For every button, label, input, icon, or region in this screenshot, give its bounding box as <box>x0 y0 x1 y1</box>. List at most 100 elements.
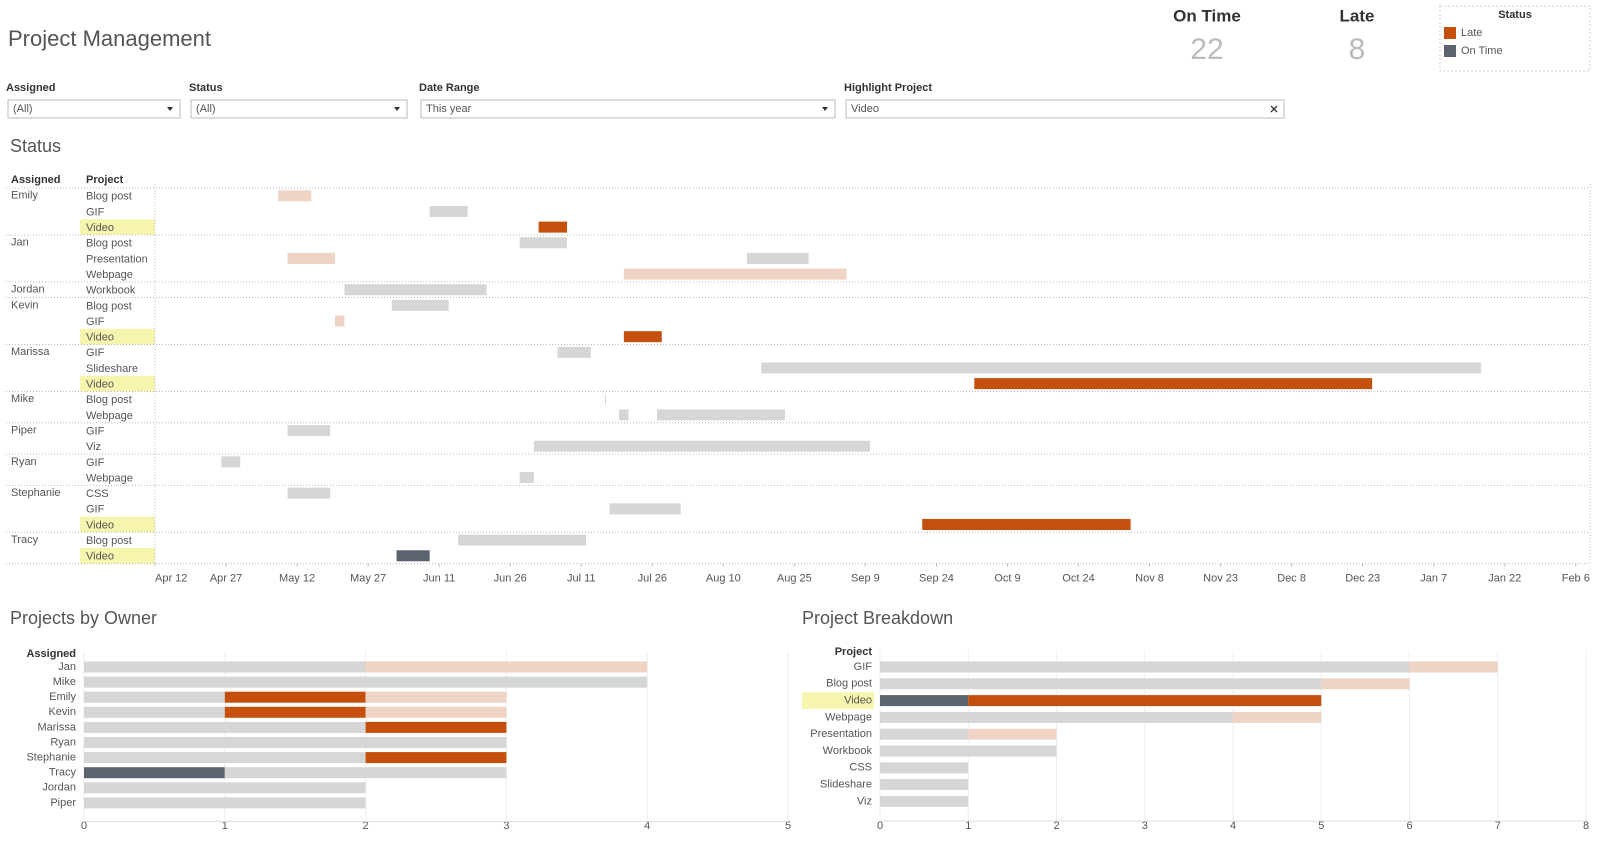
x-tick-label: Nov 8 <box>1135 573 1164 585</box>
bar-segment <box>84 752 366 764</box>
x-tick-label: Jan 22 <box>1488 573 1521 585</box>
axis-title: Assigned <box>26 648 76 660</box>
project-label: Slideshare <box>86 363 138 375</box>
gantt-bar <box>287 425 331 437</box>
x-tick-label: 4 <box>1230 820 1236 832</box>
bar-segment <box>365 721 507 733</box>
bar-segment <box>968 728 1057 740</box>
gantt-bar <box>519 237 568 249</box>
clear-icon[interactable] <box>1270 105 1278 113</box>
project-label: Blog post <box>86 394 132 406</box>
filter-value: This year <box>426 103 472 115</box>
y-tick-label: Marissa <box>37 721 76 733</box>
project-label: Blog post <box>86 191 132 203</box>
bar-segment <box>224 706 366 718</box>
x-tick-label: 5 <box>1318 820 1324 832</box>
gantt-bar <box>278 190 312 202</box>
bar-segment <box>84 797 366 809</box>
gantt-bar <box>344 284 487 296</box>
gantt-bar <box>619 409 629 421</box>
project-label: Video <box>86 222 114 234</box>
bar-segment <box>365 752 507 764</box>
y-tick-label: Workbook <box>823 745 873 757</box>
gantt-bar <box>922 518 1131 530</box>
filter-box[interactable] <box>420 99 836 119</box>
x-tick-label: 2 <box>1053 820 1059 832</box>
gantt-bar <box>761 362 1482 374</box>
bar-segment <box>880 795 969 807</box>
y-tick-label: Blog post <box>826 678 872 690</box>
bar-segment <box>84 782 366 794</box>
x-tick-label: Sep 9 <box>851 573 880 585</box>
project-label: Presentation <box>86 253 148 265</box>
x-tick-label: 1 <box>965 820 971 832</box>
project-label: GIF <box>86 316 105 328</box>
y-tick-label: Mike <box>53 676 76 688</box>
bar-segment <box>84 661 366 673</box>
gantt-bar <box>557 346 591 358</box>
column-header: Project <box>86 174 124 186</box>
filter-value: (All) <box>196 103 216 115</box>
assigned-label: Jan <box>11 237 29 249</box>
project-label: Blog post <box>86 300 132 312</box>
kpi-label: Late <box>1340 6 1375 25</box>
x-tick-label: Feb 6 <box>1562 573 1590 585</box>
legend-box <box>1439 5 1591 72</box>
project-label: Workbook <box>86 285 136 297</box>
highlight-band <box>80 375 155 392</box>
project-label: Blog post <box>86 238 132 250</box>
x-tick-label: 6 <box>1406 820 1412 832</box>
filter-box[interactable] <box>845 99 1285 119</box>
gantt-bar <box>391 299 449 311</box>
dropdown-arrow[interactable] <box>822 107 828 111</box>
filter-box[interactable] <box>7 99 181 119</box>
x-tick-label: Jul 26 <box>638 573 667 585</box>
bar-segment <box>84 691 225 703</box>
legend-swatch <box>1444 27 1456 39</box>
highlight-band <box>80 219 155 235</box>
filter-box[interactable] <box>190 99 408 119</box>
x-tick-label: 8 <box>1583 820 1589 832</box>
highlight-band <box>802 692 874 709</box>
filter-label: Highlight Project <box>844 82 932 94</box>
x-tick-label: Nov 23 <box>1203 573 1238 585</box>
highlight-band <box>80 547 155 564</box>
gantt-bar <box>533 440 871 452</box>
x-tick-label: Jul 11 <box>567 573 596 585</box>
section-title: Project Breakdown <box>802 608 953 628</box>
y-tick-label: Kevin <box>48 706 76 718</box>
assigned-label: Emily <box>11 190 38 202</box>
bar-segment <box>880 762 969 774</box>
bar-segment <box>1233 711 1322 723</box>
x-tick-label: 2 <box>363 820 369 832</box>
y-tick-label: Viz <box>857 795 872 807</box>
bar-segment <box>880 661 1410 673</box>
gantt-bar <box>604 393 606 405</box>
filter-value: Video <box>851 103 879 115</box>
y-tick-label: Tracy <box>49 767 77 779</box>
filter-value: (All) <box>13 103 33 115</box>
x-tick-label: Oct 9 <box>994 573 1020 585</box>
axis-title: Project <box>835 646 873 658</box>
dropdown-arrow[interactable] <box>167 107 173 111</box>
filter-label: Status <box>189 82 223 94</box>
x-tick-label: 0 <box>877 820 883 832</box>
x-tick-label: 7 <box>1495 820 1501 832</box>
y-tick-label: Piper <box>50 797 76 809</box>
x-tick-label: 0 <box>81 820 87 832</box>
gantt-bar <box>519 472 534 484</box>
y-tick-label: Slideshare <box>820 779 872 791</box>
bar-segment <box>968 695 1322 707</box>
dropdown-arrow[interactable] <box>394 107 400 111</box>
column-header: Assigned <box>11 174 61 186</box>
project-label: Video <box>86 551 114 563</box>
project-label: Viz <box>86 441 101 453</box>
gantt-bar <box>746 252 809 264</box>
bar-segment <box>365 661 648 673</box>
y-tick-label: Emily <box>49 691 76 703</box>
x-tick-label: 5 <box>785 820 791 832</box>
x-tick-label: Dec 23 <box>1345 573 1380 585</box>
bar-segment <box>84 706 225 718</box>
bar-segment <box>880 779 969 791</box>
